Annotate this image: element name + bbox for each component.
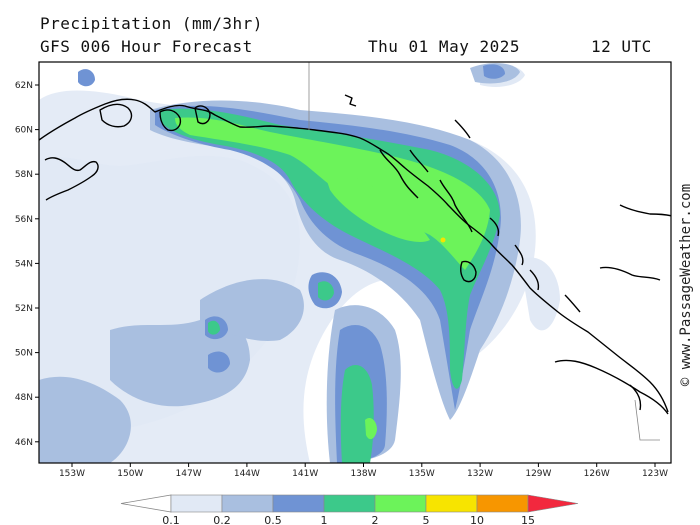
legend-label: 0.2 [213,514,231,525]
lon-tick-label: 123W [642,469,668,479]
legend: 0.1 0.2 0.5 1 2 5 10 15 [120,494,579,525]
legend-label: 15 [521,514,535,525]
forecast-subtitle: GFS 006 Hour Forecast [40,37,253,56]
lat-tick-label: 60N [15,126,33,136]
lat-tick-label: 58N [15,170,33,180]
forecast-date: Thu 01 May 2025 [368,37,520,56]
lon-tick-label: 153W [59,469,85,479]
lon-tick-label: 141W [292,469,318,479]
lon-tick-label: 150W [117,469,143,479]
lat-tick-label: 46N [15,438,33,448]
legend-low-arrow [120,494,172,513]
legend-swatch [272,494,325,513]
lon-tick-label: 138W [350,469,376,479]
legend-swatch [425,494,478,513]
legend-label: 2 [372,514,379,525]
lat-tick-label: 56N [15,215,33,225]
credit-text: © www.PassageWeather.com [678,184,694,386]
coastline [39,94,671,415]
lat-tick-label: 54N [15,259,33,269]
precip-level-2 [175,117,490,440]
lon-tick-label: 126W [584,469,610,479]
forecast-time: 12 UTC [591,37,652,56]
map-frame [38,61,672,464]
legend-swatch [221,494,274,513]
legend-high-arrow [527,494,579,513]
credit-watermark: © www.PassageWeather.com [678,184,694,386]
lon-tick-label: 147W [176,469,202,479]
legend-swatch [476,494,529,513]
legend-label: 0.1 [162,514,180,525]
lat-tick-label: 62N [15,81,33,91]
lat-axis: 62N 60N 58N 56N 54N 52N 50N 48N 46N [15,81,39,448]
legend-label: 5 [423,514,430,525]
lat-tick-label: 52N [15,304,33,314]
lon-axis: 153W 150W 147W 144W 141W 138W 135W 132W 129W 126W… [59,463,668,479]
precip-level-5 [440,237,446,243]
legend-swatch [374,494,427,513]
legend-swatch [323,494,376,513]
lat-tick-label: 48N [15,393,33,403]
border-lines [308,62,660,441]
legend-label: 0.5 [264,514,282,525]
map-area [39,62,671,463]
lon-tick-label: 144W [234,469,260,479]
lat-tick-label: 50N [15,349,33,359]
legend-label: 1 [321,514,328,525]
legend-swatch [170,494,223,513]
lon-tick-label: 135W [409,469,435,479]
lon-tick-label: 132W [467,469,493,479]
lon-tick-label: 129W [525,469,551,479]
legend-label: 10 [470,514,484,525]
chart-title: Precipitation (mm/3hr) [40,14,263,33]
